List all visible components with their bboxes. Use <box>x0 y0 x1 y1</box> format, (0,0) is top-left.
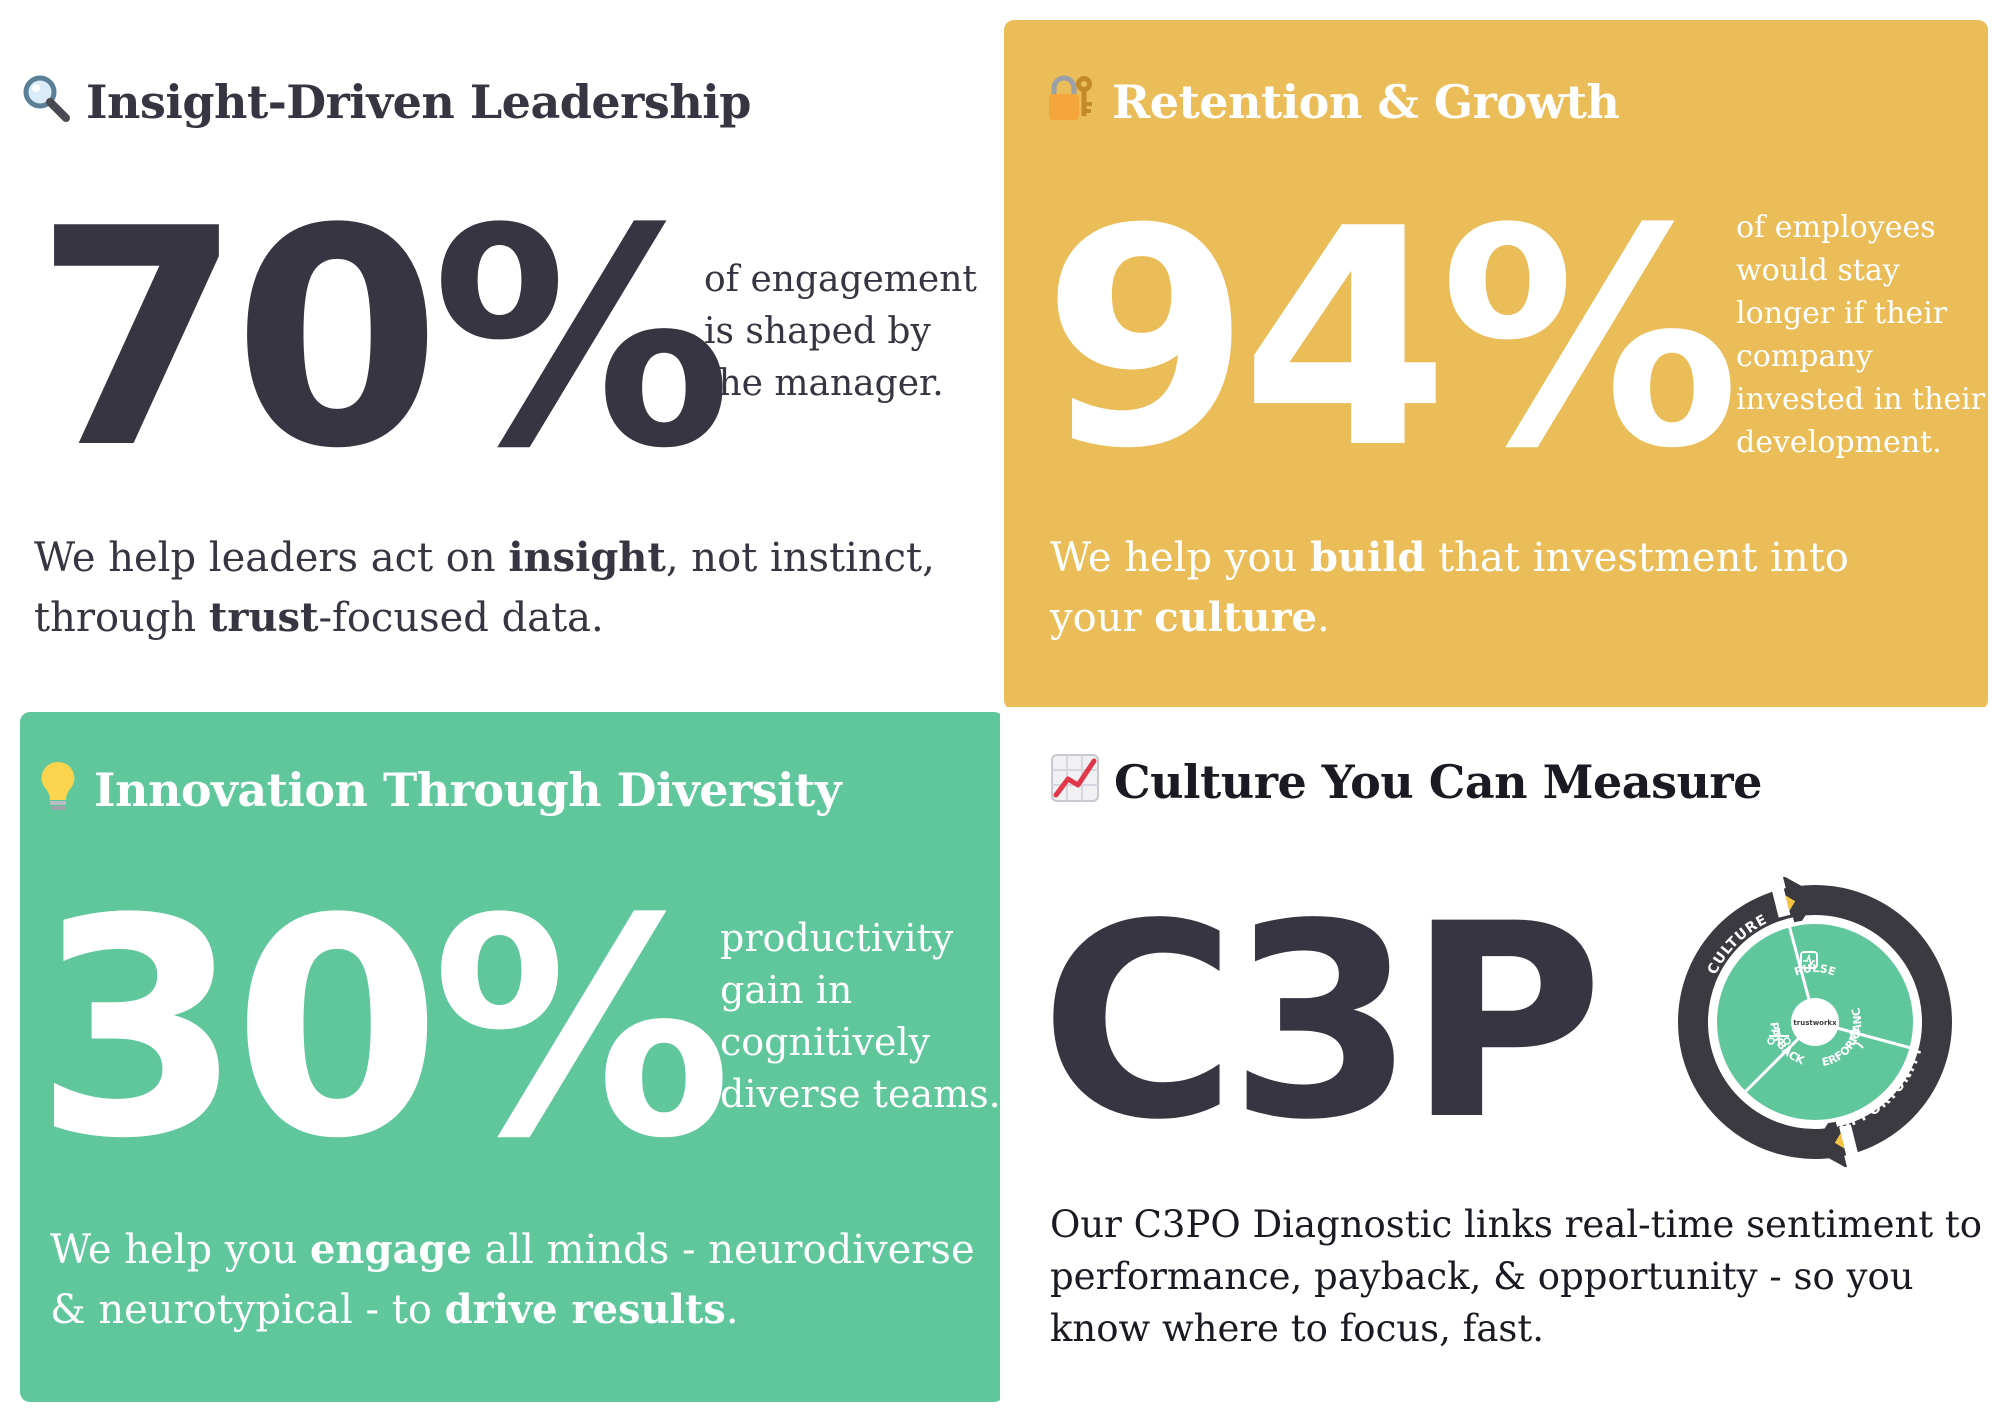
body-line: know where to focus, fast. <box>1050 1307 1545 1350</box>
retention-stat-caption: of employees would stay longer if their … <box>1736 206 1985 464</box>
innovation-heading: Innovation Through Diversity <box>36 758 842 821</box>
emphasis-insight: insight <box>508 534 666 581</box>
chevron-right-icon <box>1785 895 1796 911</box>
caption-line: cognitively <box>720 1020 931 1064</box>
chart-increasing-icon <box>1050 753 1100 810</box>
light-bulb-icon <box>36 758 80 821</box>
culture-heading: Culture You Can Measure <box>1050 753 1762 810</box>
culture-title: Culture You Can Measure <box>1114 754 1762 809</box>
caption-line: is shaped by <box>704 311 931 352</box>
c3po-cycle-logo: trustworkx CULTURE OPPORTUNITY PULSE PER… <box>1678 877 1952 1167</box>
c3po-logo-text: C3P <box>1040 867 1604 1179</box>
caption-line: productivity <box>720 916 954 960</box>
caption-line: of employees <box>1736 210 1936 245</box>
cycle-arrow-bottom <box>1811 1114 1848 1167</box>
label-pulse: PULSE <box>1793 962 1838 979</box>
body-line: performance, payback, & opportunity - so… <box>1050 1255 1914 1298</box>
chevron-left-icon <box>1834 1133 1845 1149</box>
emphasis-trust: trust <box>208 594 319 641</box>
body-line: Our C3PO Diagnostic links real-time sent… <box>1050 1203 1983 1246</box>
caption-line: would stay <box>1736 253 1900 288</box>
culture-panel: Culture You Can Measure C3P trustworkx C… <box>1000 707 2000 1414</box>
innovation-stat-caption: productivity gain in cognitively diverse… <box>720 912 1001 1120</box>
emphasis-build: build <box>1309 534 1426 581</box>
caption-line: diverse teams. <box>720 1072 1001 1116</box>
retention-body: We help you build that investment into y… <box>1050 534 1849 641</box>
insight-heading: Insight-Driven Leadership <box>20 72 751 131</box>
emphasis-drive-results: drive results <box>444 1286 726 1333</box>
emphasis-engage: engage <box>309 1226 472 1273</box>
performance-icon <box>1846 1029 1864 1049</box>
caption-line: invested in their <box>1736 382 1986 417</box>
caption-line: development. <box>1736 425 1942 460</box>
innovation-body: We help you engage all minds - neurodive… <box>50 1226 975 1333</box>
caption-line: of engagement <box>704 259 977 300</box>
insight-title: Insight-Driven Leadership <box>86 74 751 129</box>
magnifying-glass-icon <box>20 72 72 131</box>
svg-text:PULSE: PULSE <box>1793 962 1838 979</box>
innovation-title: Innovation Through Diversity <box>94 762 842 817</box>
caption-line: longer if their <box>1736 296 1948 331</box>
pulse-icon <box>1800 951 1818 969</box>
lock-key-icon <box>1046 72 1098 131</box>
innovation-stat: 30% <box>34 855 732 1204</box>
caption-line: gain in <box>720 968 853 1012</box>
retention-panel: Retention & Growth 94% of employees woul… <box>1004 20 1988 710</box>
retention-title: Retention & Growth <box>1112 74 1620 129</box>
cycle-arrow-top <box>1782 877 1819 930</box>
insight-body: We help leaders act on insight, not inst… <box>34 534 935 641</box>
retention-stat: 94% <box>1042 165 1740 514</box>
caption-line: company <box>1736 339 1873 374</box>
emphasis-culture: culture <box>1154 594 1317 641</box>
caption-line: the manager. <box>704 363 944 404</box>
insight-stat: 70% <box>34 165 732 514</box>
culture-body: Our C3PO Diagnostic links real-time sent… <box>1050 1199 1982 1355</box>
insight-panel: Insight-Driven Leadership 70% of engagem… <box>0 0 1000 707</box>
innovation-panel: Innovation Through Diversity 30% product… <box>20 712 1004 1402</box>
retention-heading: Retention & Growth <box>1046 72 1620 131</box>
payback-icon <box>1767 1028 1791 1045</box>
insight-stat-caption: of engagement is shaped by the manager. <box>704 254 977 410</box>
center-brand: trustworkx <box>1793 1019 1837 1027</box>
center-badge <box>1791 998 1839 1046</box>
